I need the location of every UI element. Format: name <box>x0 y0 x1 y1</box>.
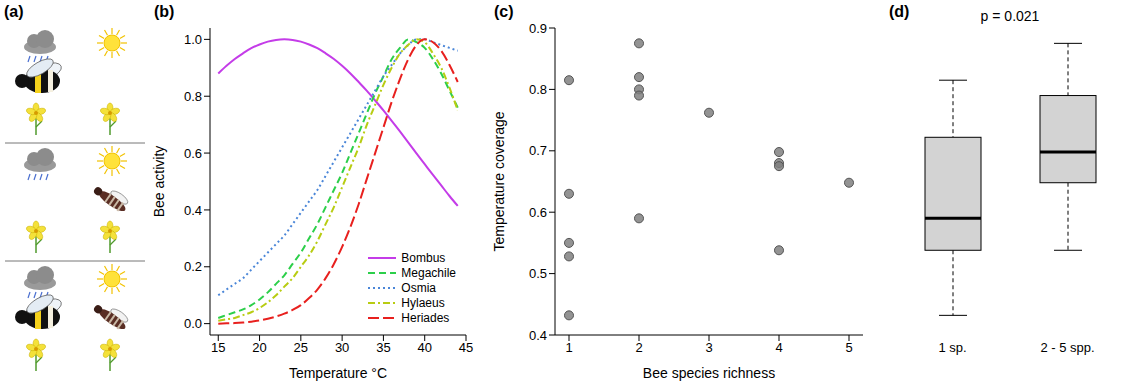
svg-text:25: 25 <box>294 340 308 355</box>
svg-text:30: 30 <box>335 340 349 355</box>
svg-text:0.7: 0.7 <box>529 143 547 158</box>
svg-text:Bee species richness: Bee species richness <box>643 365 775 381</box>
svg-text:4: 4 <box>775 340 782 355</box>
svg-text:0.6: 0.6 <box>529 205 547 220</box>
svg-text:Temperature coverage: Temperature coverage <box>491 111 507 251</box>
svg-text:20: 20 <box>252 340 266 355</box>
svg-text:Bee activity: Bee activity <box>151 146 167 218</box>
svg-text:Temperature °C: Temperature °C <box>289 365 387 381</box>
svg-text:35: 35 <box>376 340 390 355</box>
html-text:Bombus: Bombus <box>401 250 446 265</box>
svg-text:1 sp.: 1 sp. <box>938 340 966 355</box>
svg-text:15: 15 <box>211 340 225 355</box>
svg-text:5: 5 <box>845 340 852 355</box>
html-text:Heriades: Heriades <box>401 310 450 325</box>
svg-text:1.0: 1.0 <box>184 32 202 47</box>
svg-text:45: 45 <box>459 340 473 355</box>
svg-text:0.4: 0.4 <box>184 203 202 218</box>
svg-text:1: 1 <box>565 340 572 355</box>
svg-text:2: 2 <box>635 340 642 355</box>
html-text:(d): (d) <box>889 3 910 20</box>
svg-text:0.5: 0.5 <box>529 266 547 281</box>
svg-text:0.6: 0.6 <box>184 146 202 161</box>
svg-text:0.0: 0.0 <box>184 316 202 331</box>
html-text:p = 0.021: p = 0.021 <box>980 8 1040 24</box>
html-text:(a): (a) <box>4 3 24 20</box>
html-text:Megachile: Megachile <box>401 265 456 280</box>
html-text:(c): (c) <box>494 3 514 20</box>
svg-text:0.2: 0.2 <box>184 259 202 274</box>
svg-text:0.4: 0.4 <box>529 328 547 343</box>
svg-text:0.9: 0.9 <box>529 21 547 36</box>
html-text:Hylaeus: Hylaeus <box>401 295 445 310</box>
svg-text:2 - 5 spp.: 2 - 5 spp. <box>1040 340 1094 355</box>
html-text:Osmia: Osmia <box>401 280 436 295</box>
svg-text:40: 40 <box>417 340 431 355</box>
svg-text:3: 3 <box>705 340 712 355</box>
html-text:(b): (b) <box>154 3 175 20</box>
svg-text:0.8: 0.8 <box>529 82 547 97</box>
svg-text:0.8: 0.8 <box>184 89 202 104</box>
